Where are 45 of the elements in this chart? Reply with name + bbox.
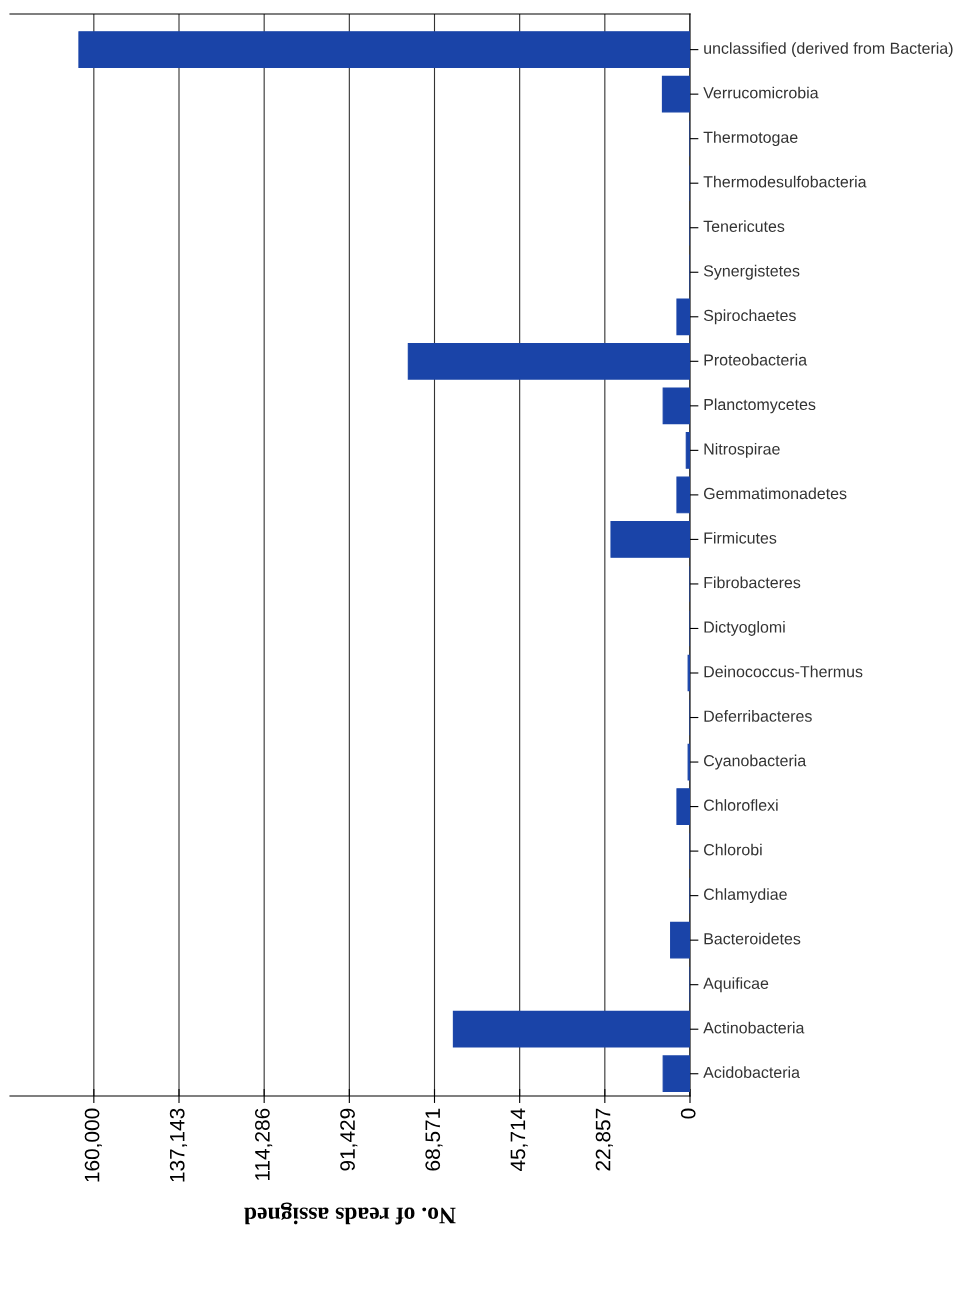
bar [452, 1010, 690, 1048]
x-axis-title: No. of reads assigned [244, 1202, 456, 1225]
y-tick-label: Synergistetes [703, 264, 800, 280]
y-tick-label: Actinobacteria [703, 1021, 805, 1034]
x-tick-label: 91,429 [340, 1108, 358, 1171]
bar [685, 431, 690, 469]
y-tick-label: Chlorobi [704, 843, 762, 856]
y-tick-label: Thermodesulfobacteria [703, 175, 867, 188]
y-tick-label: Tenericutes [703, 220, 785, 233]
y-tick-label: Nitrospirae [704, 442, 780, 458]
bar [661, 75, 690, 113]
bar [676, 476, 690, 514]
y-tick-label: Bacteroidetes [704, 932, 801, 945]
bar [662, 1055, 690, 1093]
y-tick-label: Firmicutes [704, 531, 777, 544]
bar [670, 921, 690, 959]
bar [676, 298, 690, 336]
y-tick-label: Spirochaetes [703, 309, 796, 325]
y-tick-label: Proteobacteria [704, 353, 808, 366]
x-tick-label: 68,571 [425, 1108, 443, 1171]
y-tick-label: unclassified (derived from Bacteria) [704, 42, 953, 58]
x-tick-label: 22,857 [595, 1108, 613, 1171]
y-tick-label: Fibrobacteres [704, 576, 801, 589]
y-tick-label: Cyanobacteria [704, 754, 807, 770]
bar [676, 788, 690, 825]
bar [78, 31, 690, 68]
bar [610, 521, 690, 558]
bar [662, 387, 690, 425]
y-tick-label: Deinococcus-Thermus [704, 665, 863, 678]
x-tick-label: 160,000 [84, 1108, 102, 1182]
x-tick-label: 45,714 [510, 1108, 528, 1172]
y-tick-label: Verrucomicrobia [703, 86, 819, 99]
y-tick-label: Thermotogae [703, 131, 798, 147]
y-tick-label: Planctomycetes [704, 398, 816, 414]
x-tick-label: 114,286 [255, 1108, 273, 1180]
y-tick-label: Dictyoglomi [704, 621, 785, 636]
x-tick-label: 137,143 [169, 1108, 188, 1182]
x-tick-label: 0 [680, 1108, 696, 1119]
y-tick-label: Aquificae [703, 977, 769, 993]
y-tick-label: Gemmatimonadetes [704, 487, 847, 500]
y-tick-label: Chloroflexi [704, 799, 778, 811]
y-tick-label: Acidobacteria [703, 1066, 800, 1079]
y-tick-label: Chlamydiae [704, 888, 787, 904]
y-tick-label: Deferribacteres [704, 710, 812, 722]
bar [407, 342, 690, 380]
